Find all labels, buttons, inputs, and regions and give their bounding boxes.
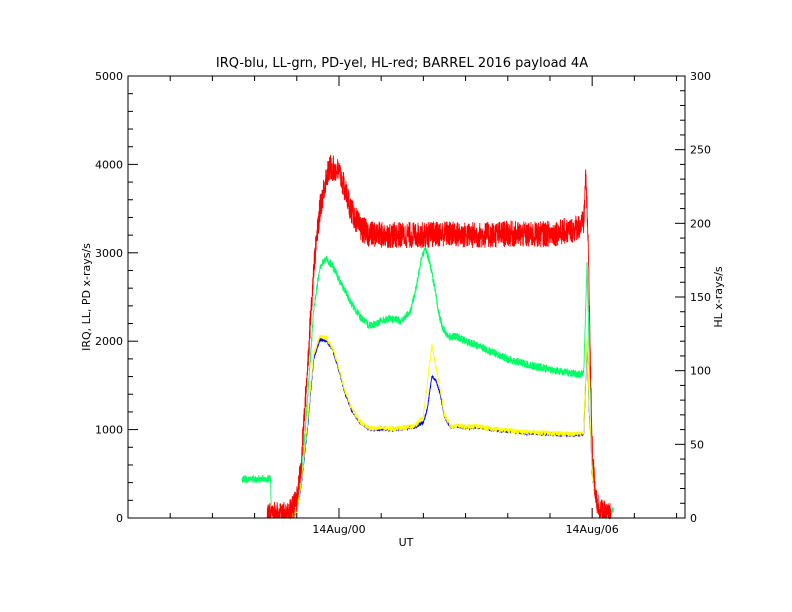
y-left-tick-label: 4000: [95, 158, 123, 171]
y-right-tick-label: 250: [690, 144, 711, 157]
x-tick-label: 14Aug/06: [566, 523, 619, 536]
y-axis-right-label: HL x-rays/s: [712, 266, 725, 328]
y-right-tick-label: 100: [690, 365, 711, 378]
y-right-tick-label: 0: [690, 512, 697, 525]
series-irq-line: [267, 337, 612, 520]
y-right-tick-label: 300: [690, 70, 711, 83]
y-right-tick-label: 50: [690, 438, 704, 451]
y-left-tick-label: 5000: [95, 70, 123, 83]
series-pd-line: [267, 334, 612, 519]
x-axis: 14Aug/00 14Aug/06: [127, 76, 678, 536]
chart-title: IRQ-blu, LL-grn, PD-yel, HL-red; BARREL …: [216, 56, 588, 71]
y-axis-left-label: IRQ, LL, PD x-rays/s: [80, 243, 93, 351]
x-tick-label: 14Aug/00: [312, 523, 365, 536]
y-right-tick-label: 150: [690, 291, 711, 304]
series-hl-line: [266, 155, 612, 519]
y-axis-left: 0 1000 2000 3000 4000 5000: [95, 70, 138, 525]
y-left-tick-label: 0: [116, 512, 123, 525]
y-left-tick-label: 1000: [95, 424, 123, 437]
plot-frame: [127, 75, 686, 519]
plot-area: [241, 155, 614, 520]
series-ll-line: [241, 245, 614, 519]
y-axis-right: 0 50 100 150 200 250 300: [675, 70, 711, 525]
y-left-tick-label: 3000: [95, 247, 123, 260]
y-left-tick-label: 2000: [95, 335, 123, 348]
y-right-tick-label: 200: [690, 217, 711, 230]
x-axis-label: UT: [399, 536, 414, 549]
